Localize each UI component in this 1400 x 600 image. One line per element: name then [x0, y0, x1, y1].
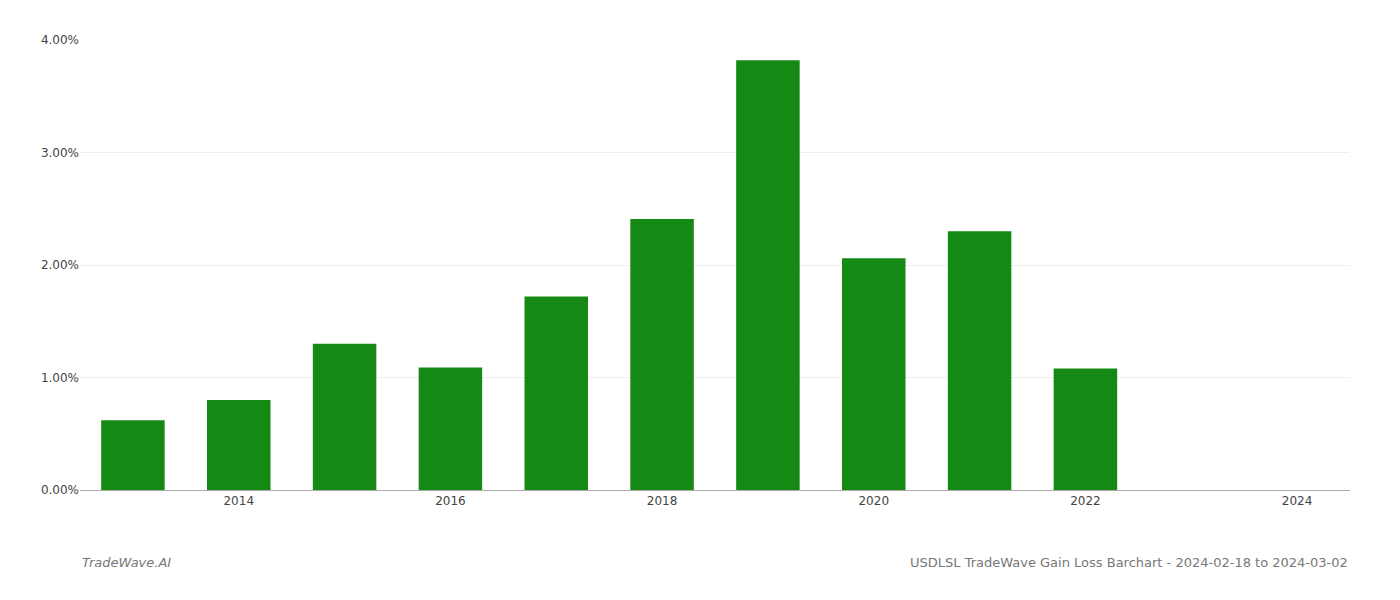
svg-text:3.00%: 3.00% — [41, 146, 79, 160]
svg-text:2018: 2018 — [647, 494, 678, 508]
svg-text:0.00%: 0.00% — [41, 483, 79, 497]
svg-text:2022: 2022 — [1070, 494, 1101, 508]
svg-text:2024: 2024 — [1282, 494, 1313, 508]
svg-text:4.00%: 4.00% — [41, 33, 79, 47]
svg-text:USDLSL TradeWave Gain Loss Bar: USDLSL TradeWave Gain Loss Barchart - 20… — [910, 555, 1348, 570]
svg-text:2.00%: 2.00% — [41, 258, 79, 272]
svg-text:2020: 2020 — [858, 494, 889, 508]
svg-text:2016: 2016 — [435, 494, 466, 508]
svg-text:TradeWave.AI: TradeWave.AI — [82, 555, 171, 570]
svg-text:1.00%: 1.00% — [41, 371, 79, 385]
svg-text:2014: 2014 — [223, 494, 254, 508]
